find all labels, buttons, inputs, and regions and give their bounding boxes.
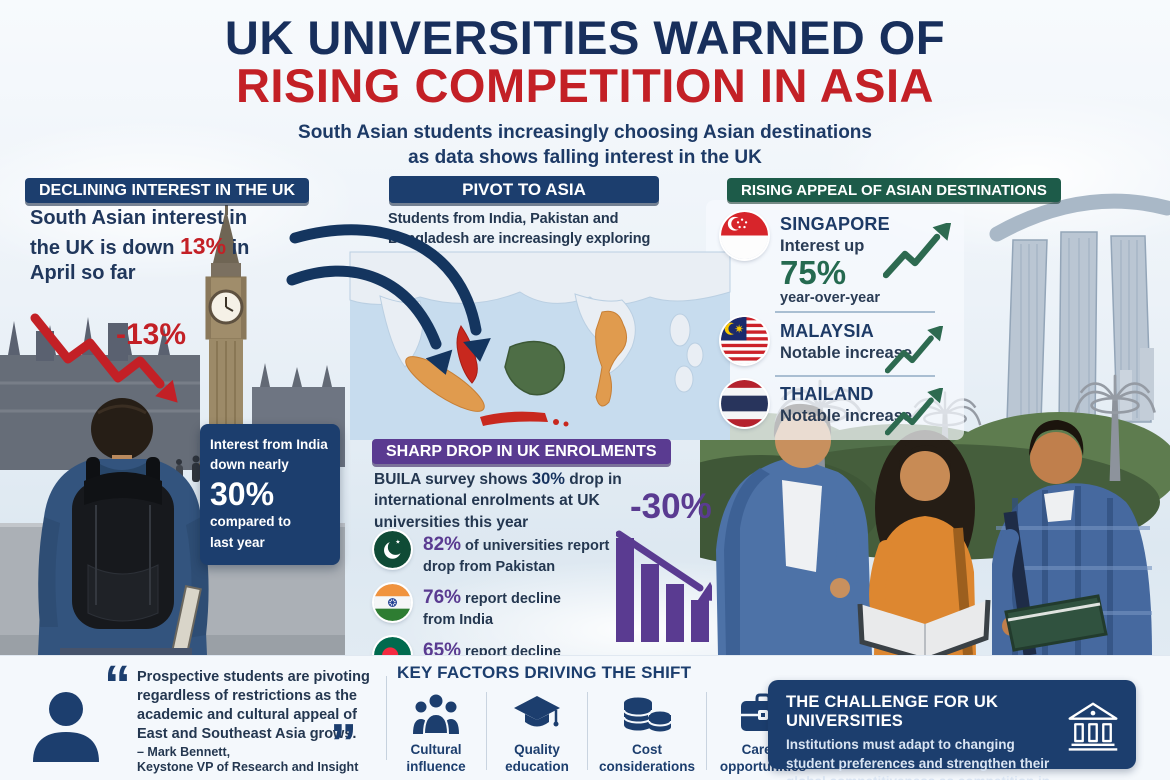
divider	[775, 311, 935, 313]
factor-quality-line2: education	[505, 758, 569, 774]
india-box-line3: compared to	[210, 514, 292, 530]
enrolments-body-post: drop in international enrolments at UK u…	[374, 471, 622, 531]
factor-cultural-line1: Cultural	[410, 742, 462, 757]
india-box-line2: down nearly	[210, 457, 289, 473]
coins-icon	[623, 697, 672, 732]
thailand-name: THAILAND	[780, 384, 874, 404]
singapore-line1: Interest up	[780, 237, 865, 255]
india-flag-icon	[374, 583, 411, 621]
quote-attribution-name: – Mark Bennett,	[137, 745, 231, 759]
subtitle-line1: South Asian students increasingly choosi…	[298, 122, 872, 143]
factor-quality: Quality education	[495, 690, 579, 776]
challenge-body: Institutions must adapt to changing stud…	[786, 737, 1050, 780]
people-icon	[413, 692, 459, 735]
students-singapore-photo	[700, 193, 1170, 655]
factor-cost-line1: Cost	[632, 742, 662, 757]
list-item-india: 76% report decline from India	[374, 583, 624, 630]
rising-header: RISING APPEAL OF ASIAN DESTINATIONS	[727, 178, 1061, 202]
pakistan-line1: of universities report	[461, 538, 610, 554]
java-highlight	[480, 411, 548, 426]
page-title-line1: UK UNIVERSITIES WARNED OF	[224, 11, 946, 64]
enrolments-big-stat: -30%	[630, 487, 712, 526]
enrolments-body-stat: 30%	[531, 470, 565, 488]
factor-quality-line1: Quality	[514, 742, 560, 757]
challenge-box: THE CHALLENGE FOR UK UNIVERSITIES Instit…	[768, 680, 1136, 780]
thailand-note: Notable increase	[780, 407, 913, 425]
factor-cultural-line2: influence	[406, 758, 466, 774]
pakistan-stat: 82%	[423, 534, 462, 555]
india-line2: from India	[423, 611, 494, 628]
open-quote-icon: “	[104, 655, 131, 715]
india-interest-box: Interest from India down nearly 30% comp…	[200, 424, 340, 565]
declining-body-post: in April so far	[30, 236, 250, 285]
pivot-flow-arrows	[286, 224, 491, 375]
divider	[587, 692, 588, 770]
thailand-up-arrow-icon	[885, 388, 943, 436]
singapore-stat: 75%	[780, 254, 847, 291]
borneo-highlight	[504, 340, 566, 396]
india-line1: report decline	[461, 590, 561, 607]
divider	[775, 375, 935, 377]
declining-header: DECLINING INTEREST IN THE UK	[25, 178, 310, 203]
challenge-header: THE CHALLENGE FOR UK UNIVERSITIES	[786, 693, 999, 730]
speaker-avatar-icon	[33, 692, 99, 762]
malaysia-name: MALAYSIA	[780, 321, 874, 341]
india-stat: 76%	[423, 586, 462, 608]
divider	[706, 692, 707, 770]
london-street-photo	[0, 205, 345, 655]
enrolments-body-pre: BUILA survey shows	[374, 471, 532, 488]
factor-cultural: Cultural influence	[394, 690, 478, 776]
close-quote-icon: ”	[330, 713, 357, 773]
quote-attribution-title: Keystone VP of Research and Insight	[137, 760, 359, 774]
pakistan-line2: drop from Pakistan	[423, 558, 556, 575]
thailand-flag-icon	[721, 380, 768, 427]
enrolments-header: SHARP DROP IN UK ENROLMENTS	[372, 439, 671, 464]
subtitle-line2: as data shows falling interest in the UK	[408, 147, 762, 168]
southeast-asia-map	[286, 224, 731, 440]
declining-body-pre: South Asian interest in the UK is down	[30, 207, 248, 259]
student-with-backpack	[38, 398, 209, 655]
factor-cost: Cost considerations	[596, 690, 698, 776]
india-box-stat: 30%	[210, 475, 275, 512]
malaysia-note: Notable increase	[780, 344, 913, 362]
malaysia-flag-icon	[721, 317, 768, 364]
page-title-line2: RISING COMPETITION IN ASIA	[235, 59, 934, 112]
india-box-line4: last year	[210, 534, 265, 550]
singapore-up-arrow-icon	[883, 223, 951, 279]
enrolments-body: BUILA survey shows 30% drop in internati…	[374, 468, 638, 533]
thailand-highlight	[595, 310, 627, 407]
declining-bar-chart-icon	[616, 530, 712, 642]
singapore-line2: year-over-year	[780, 290, 880, 306]
key-factors-header: KEY FACTORS DRIVING THE SHIFT	[397, 663, 692, 682]
declining-arrow-label: -13%	[116, 318, 187, 351]
divider	[486, 692, 487, 770]
divider	[386, 676, 387, 760]
key-factors-row: Cultural influence Quality education	[394, 690, 811, 776]
india-box-line1: Interest from India	[210, 437, 328, 452]
sumatra-highlight	[405, 356, 485, 412]
singapore-flag-icon	[721, 212, 768, 259]
factor-cost-line2: considerations	[598, 758, 696, 774]
singapore-name: SINGAPORE	[780, 214, 890, 234]
declining-body: South Asian interest in the UK is down 1…	[30, 206, 254, 287]
declining-trend-arrow-icon	[30, 313, 178, 403]
malaysia-up-arrow-icon	[885, 326, 943, 374]
declining-stat: 13%	[180, 232, 227, 259]
list-item-pakistan: 82% of universities report drop from Paki…	[374, 531, 624, 577]
pakistan-flag-icon	[374, 531, 411, 568]
pivot-header: PIVOT TO ASIA	[389, 176, 659, 203]
university-icon	[1068, 702, 1118, 751]
skyline-building	[1140, 348, 1154, 420]
quote-text: Prospective students are pivoting regard…	[137, 669, 370, 742]
graduation-cap-icon	[514, 696, 560, 727]
